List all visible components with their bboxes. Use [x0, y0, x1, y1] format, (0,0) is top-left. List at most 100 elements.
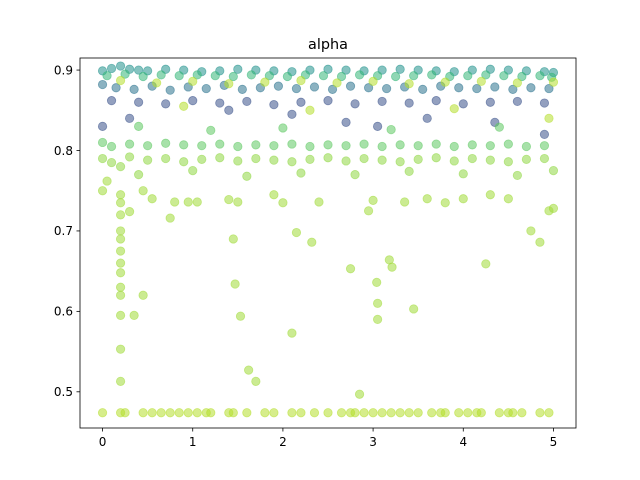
data-point: [179, 101, 189, 111]
data-point: [354, 70, 365, 80]
data-point: [485, 141, 495, 151]
data-point: [246, 70, 256, 80]
data-point: [282, 71, 293, 82]
data-point: [188, 96, 198, 106]
data-point: [269, 190, 279, 200]
data-point: [359, 408, 369, 418]
data-point: [413, 408, 423, 418]
data-point: [233, 141, 243, 152]
data-point: [228, 408, 238, 418]
data-point: [387, 262, 397, 272]
data-point: [165, 85, 175, 95]
data-point: [125, 152, 135, 162]
data-point: [512, 78, 522, 88]
data-point: [161, 99, 171, 109]
data-point: [503, 139, 513, 149]
data-point: [97, 79, 108, 90]
data-point: [269, 408, 279, 418]
data-point: [458, 169, 468, 179]
data-point: [165, 408, 175, 418]
data-point: [183, 408, 193, 418]
data-point: [296, 75, 306, 86]
data-point: [296, 97, 306, 107]
data-point: [458, 194, 468, 204]
y-tick-label: 0.6: [54, 305, 73, 319]
data-point: [305, 141, 315, 152]
data-point: [192, 197, 202, 207]
data-point: [395, 157, 405, 167]
data-point: [323, 408, 333, 418]
data-point: [115, 190, 126, 200]
data-point: [115, 61, 126, 71]
data-point: [526, 226, 536, 236]
data-point: [143, 155, 153, 165]
data-point: [539, 153, 550, 164]
data-point: [224, 105, 234, 115]
data-point: [336, 408, 347, 418]
data-point: [115, 161, 126, 172]
data-point: [512, 96, 522, 107]
data-point: [314, 197, 324, 207]
data-point: [215, 98, 225, 108]
data-point: [97, 137, 108, 148]
data-point: [548, 166, 559, 176]
data-point: [341, 156, 351, 166]
data-point: [134, 121, 144, 131]
data-point: [485, 155, 495, 165]
data-point: [508, 408, 518, 418]
data-point: [305, 154, 315, 164]
data-point: [179, 140, 189, 150]
data-point: [454, 408, 464, 418]
data-point: [341, 141, 351, 151]
data-point: [251, 153, 261, 164]
data-point: [115, 246, 126, 256]
data-point: [291, 83, 302, 94]
data-point: [192, 70, 202, 80]
data-point: [481, 70, 491, 80]
data-point: [372, 121, 383, 131]
data-point: [179, 157, 189, 167]
data-point: [427, 408, 437, 418]
data-point: [115, 210, 126, 220]
data-point: [526, 83, 536, 93]
data-point: [188, 76, 198, 86]
data-point: [323, 96, 333, 106]
data-point: [494, 122, 504, 132]
data-point: [359, 139, 369, 149]
data-point: [125, 113, 135, 123]
data-point: [422, 113, 432, 123]
data-point: [449, 156, 459, 166]
data-point: [503, 194, 513, 204]
data-point: [544, 113, 554, 123]
data-point: [350, 408, 360, 418]
data-point: [228, 71, 238, 82]
data-point: [494, 408, 504, 418]
data-point: [309, 82, 320, 92]
data-point: [336, 71, 347, 82]
data-point: [404, 166, 414, 177]
data-point: [291, 227, 302, 238]
data-point: [269, 141, 279, 151]
data-point: [307, 237, 317, 247]
data-point: [386, 408, 396, 418]
data-point: [395, 64, 405, 74]
data-point: [372, 298, 383, 308]
data-point: [287, 408, 297, 418]
data-point: [539, 141, 550, 151]
data-point: [359, 153, 369, 164]
data-point: [539, 98, 550, 108]
chart-title: alpha: [308, 37, 348, 53]
data-point: [323, 153, 333, 163]
data-point: [395, 140, 405, 150]
data-point: [481, 259, 491, 269]
data-point: [517, 408, 527, 418]
data-point: [115, 282, 126, 292]
data-point: [521, 141, 532, 152]
data-point: [539, 129, 550, 140]
data-point: [102, 176, 112, 186]
data-point: [106, 96, 117, 106]
data-point: [235, 311, 246, 321]
data-point: [305, 105, 315, 115]
data-point: [106, 157, 117, 168]
